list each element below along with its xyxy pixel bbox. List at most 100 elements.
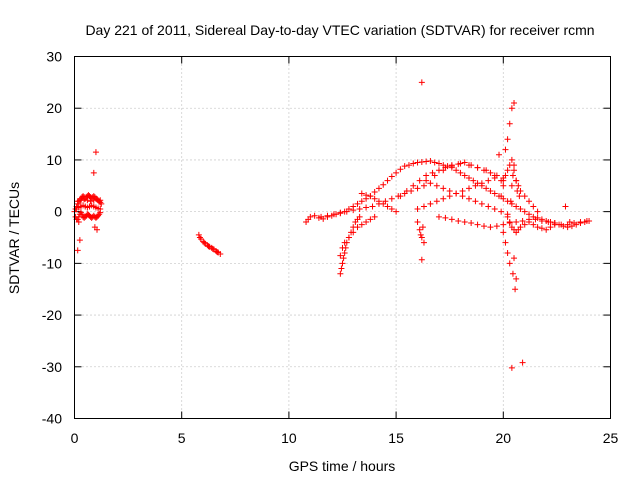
data-point xyxy=(513,177,520,184)
data-point xyxy=(427,180,434,187)
data-point xyxy=(431,159,438,166)
data-point xyxy=(448,163,455,170)
data-point xyxy=(91,224,98,231)
y-tick-label: 0 xyxy=(54,204,62,220)
data-point xyxy=(307,213,314,220)
x-tick-labels: 0 5 10 15 20 25 xyxy=(71,430,619,446)
data-point xyxy=(367,216,374,223)
data-point xyxy=(90,197,97,204)
data-point xyxy=(511,100,518,107)
data-point xyxy=(358,190,365,197)
data-point xyxy=(74,216,81,223)
data-point xyxy=(76,237,83,244)
data-point xyxy=(90,169,97,176)
data-point xyxy=(375,198,382,205)
data-point xyxy=(487,224,494,231)
data-point xyxy=(423,177,430,184)
grid xyxy=(74,56,611,419)
data-point xyxy=(508,200,515,207)
data-point xyxy=(405,162,412,169)
data-point xyxy=(84,197,91,204)
data-point xyxy=(519,217,526,224)
data-point xyxy=(519,359,526,366)
data-point xyxy=(453,190,460,197)
data-point xyxy=(384,177,391,184)
data-point xyxy=(195,231,202,238)
data-point xyxy=(345,234,352,241)
x-tick-label: 15 xyxy=(388,430,404,446)
data-point xyxy=(571,220,578,227)
data-point xyxy=(388,206,395,213)
data-point xyxy=(371,188,378,195)
data-point xyxy=(401,163,408,170)
y-tick-label: -20 xyxy=(42,307,62,323)
data-point xyxy=(418,158,425,165)
data-point xyxy=(196,234,203,241)
x-tick-label: 20 xyxy=(496,430,512,446)
data-point xyxy=(343,239,350,246)
data-point xyxy=(508,156,515,163)
data-point xyxy=(517,224,524,231)
data-point xyxy=(74,198,81,205)
data-point xyxy=(455,217,462,224)
data-point xyxy=(427,200,434,207)
data-point xyxy=(500,229,507,236)
data-point xyxy=(487,187,494,194)
data-point xyxy=(435,160,442,167)
data-point xyxy=(509,270,516,277)
data-point xyxy=(380,181,387,188)
data-point xyxy=(446,187,453,194)
data-point xyxy=(507,198,514,205)
y-tick-label: 30 xyxy=(46,49,62,65)
data-point xyxy=(538,217,545,224)
data-point xyxy=(423,172,430,179)
data-point xyxy=(97,197,104,204)
data-point xyxy=(521,193,528,200)
data-point xyxy=(410,182,417,189)
data-point xyxy=(343,208,350,215)
axis-ticks xyxy=(74,56,611,419)
data-point xyxy=(512,286,519,293)
data-point xyxy=(461,218,468,225)
data-point xyxy=(511,255,518,262)
data-point xyxy=(453,167,460,174)
data-point xyxy=(568,223,575,230)
data-point xyxy=(367,193,374,200)
data-point xyxy=(420,182,427,189)
data-point xyxy=(217,251,224,258)
data-point xyxy=(81,196,88,203)
data-point xyxy=(468,220,475,227)
data-point xyxy=(417,231,424,238)
chart-title: Day 221 of 2011, Sidereal Day-to-day VTE… xyxy=(85,22,594,38)
data-point xyxy=(340,255,347,262)
data-point xyxy=(414,185,421,192)
data-point xyxy=(513,275,520,282)
y-tick-label: -10 xyxy=(42,255,62,271)
data-point xyxy=(502,146,509,153)
data-point xyxy=(502,172,509,179)
data-point xyxy=(440,185,447,192)
data-point xyxy=(431,172,438,179)
data-point xyxy=(435,213,442,220)
y-tick-label: -30 xyxy=(42,359,62,375)
data-point xyxy=(513,218,520,225)
data-point xyxy=(418,234,425,241)
data-point xyxy=(369,203,376,210)
data-point xyxy=(77,197,84,204)
x-axis-label: GPS time / hours xyxy=(289,458,396,474)
data-point xyxy=(363,192,370,199)
data-point xyxy=(388,173,395,180)
data-point xyxy=(423,158,430,165)
data-point xyxy=(338,265,345,272)
data-point xyxy=(491,206,498,213)
data-point xyxy=(474,221,481,228)
data-point xyxy=(337,270,344,277)
data-point xyxy=(491,172,498,179)
data-point xyxy=(457,160,464,167)
data-point xyxy=(508,182,515,189)
data-point xyxy=(418,256,425,263)
data-point xyxy=(577,218,584,225)
data-point xyxy=(324,212,331,219)
data-point xyxy=(214,248,221,255)
